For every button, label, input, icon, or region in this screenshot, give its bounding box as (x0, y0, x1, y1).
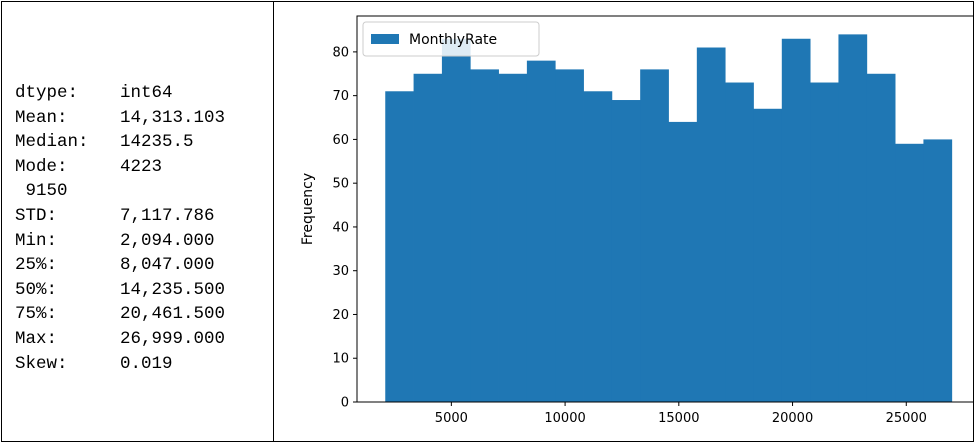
stat-row: 9150 (15, 179, 225, 204)
stat-key: Mean: (15, 107, 68, 128)
stat-key: dtype: (15, 83, 79, 103)
stat-row: Max: 26,999.000 (15, 327, 225, 352)
histogram-bar (895, 143, 924, 402)
y-tick-label: 70 (332, 89, 349, 104)
histogram-bar (640, 69, 669, 403)
histogram-bar (781, 38, 811, 402)
x-tick-label: 25000 (886, 411, 927, 426)
y-tick-label: 80 (332, 45, 349, 60)
histogram-bar (413, 73, 443, 402)
histogram-bar (866, 73, 896, 402)
stat-value: 20,461.500 (120, 304, 226, 325)
legend-swatch (371, 34, 399, 44)
y-tick-label: 50 (332, 177, 349, 192)
x-tick-label: 15000 (658, 411, 699, 426)
histogram-bar (611, 100, 641, 402)
y-tick-label: 10 (332, 352, 349, 367)
stats-table: dtype: int64 Mean: 14,313.103 Median: 14235.5… (15, 81, 225, 376)
stat-row: Mode: 4223 (15, 155, 225, 180)
histogram-bar (753, 108, 783, 403)
stat-key: 50%: (15, 279, 58, 300)
histogram-bar (583, 91, 613, 402)
chart-panel: 5000 10000 15000 20000 25000 0 10 20 30 40 50 60 70 8… (274, 2, 974, 441)
legend-box (362, 21, 540, 57)
stat-value: 9150 (15, 181, 68, 202)
y-tick-label: 0 (341, 396, 349, 411)
stat-value: 2,094.000 (120, 230, 215, 251)
stat-row: 75%: 20,461.500 (15, 302, 225, 327)
stat-key: STD: (15, 205, 58, 226)
stat-key: Max: (15, 328, 58, 349)
stat-value: 14,313.103 (120, 107, 226, 128)
stat-row: Min: 2,094.000 (15, 229, 225, 254)
stat-row: 50%: 14,235.500 (15, 278, 225, 303)
stat-value: int64 (120, 83, 173, 103)
histogram-bar (441, 38, 471, 402)
stat-key: Skew: (15, 353, 68, 374)
histogram-bar (668, 121, 698, 402)
plot-frame (356, 15, 974, 403)
stat-row: dtype: int64 (15, 81, 225, 106)
stat-key: 75%: (15, 304, 58, 325)
histogram-bar (470, 69, 499, 403)
histogram-bar (838, 34, 868, 402)
stat-key: Median: (15, 132, 89, 153)
y-tick-label: 30 (332, 264, 349, 279)
stat-row: Skew: 0.019 (15, 352, 225, 377)
stat-value: 26,999.000 (120, 328, 226, 349)
y-axis-label: Frequency (300, 173, 316, 245)
stat-value: 14235.5 (120, 132, 194, 153)
stat-value: 4223 (120, 156, 163, 177)
histogram-bar (923, 139, 953, 402)
x-tick-label: 5000 (435, 411, 468, 426)
histogram-bar (498, 73, 528, 402)
stat-row: Median: 14235.5 (15, 130, 225, 155)
stat-value: 14,235.500 (120, 279, 226, 300)
stat-key: 25%: (15, 255, 58, 276)
y-tick-label: 40 (332, 220, 349, 235)
histogram-chart: 5000 10000 15000 20000 25000 0 10 20 30 40 50 60 70 8… (300, 15, 974, 426)
stat-row: STD: 7,117.786 (15, 204, 225, 229)
x-tick-label: 20000 (772, 411, 813, 426)
histogram-bar (555, 69, 584, 403)
histogram-bar (526, 60, 556, 402)
stats-panel: dtype: int64 Mean: 14,313.103 Median: 14235.5… (2, 2, 274, 441)
y-tick-label: 60 (332, 133, 349, 148)
stat-value: 8,047.000 (120, 255, 215, 276)
stat-value: 0.019 (120, 353, 173, 374)
histogram-bar (810, 82, 839, 402)
stat-row: 25%: 8,047.000 (15, 253, 225, 278)
stat-key: Mode: (15, 156, 68, 177)
stat-key: Min: (15, 230, 58, 251)
x-tick-label: 10000 (544, 411, 585, 426)
histogram-bar (696, 47, 726, 403)
histogram-bar (385, 91, 414, 402)
histogram-bar (725, 82, 754, 402)
y-tick-label: 20 (332, 308, 349, 323)
stat-value: 7,117.786 (120, 205, 215, 226)
legend-label: MonthlyRate (409, 32, 497, 48)
stat-row: Mean: 14,313.103 (15, 106, 225, 131)
